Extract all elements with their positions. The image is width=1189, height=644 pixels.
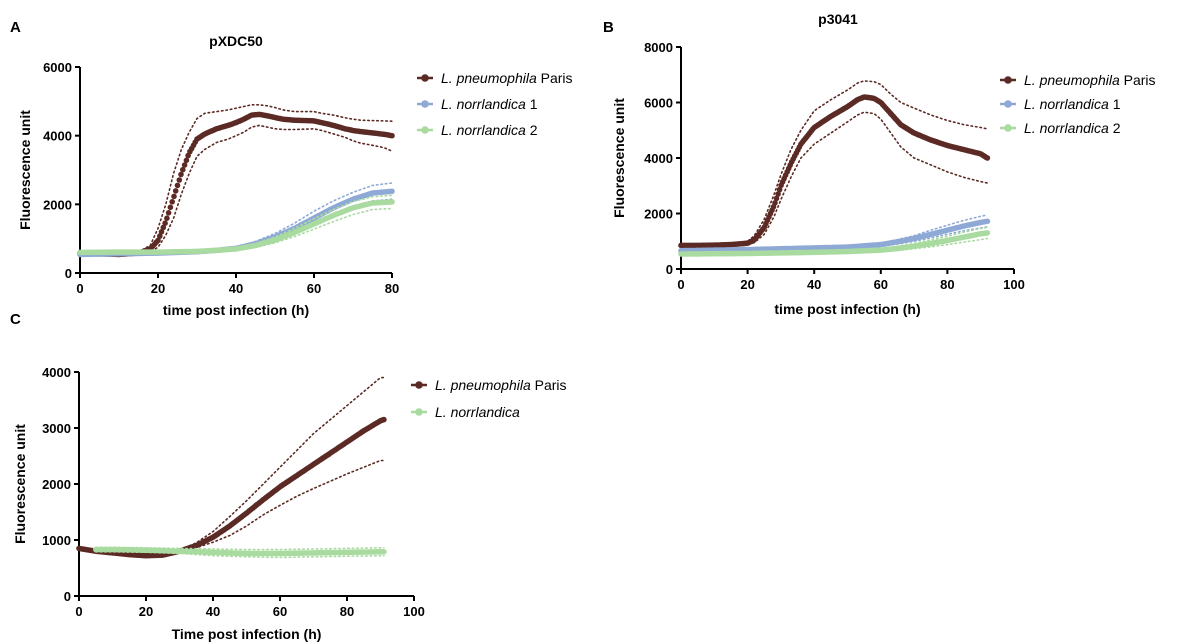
chart-b-series-1-upper-bound bbox=[681, 81, 987, 244]
chart-c-y-tick-label: 2000 bbox=[42, 477, 71, 492]
chart-b-legend-item-2: L. norrlandica 1 bbox=[1000, 96, 1121, 112]
chart-a-x-tick-label: 60 bbox=[307, 281, 321, 296]
chart-a-series-2-point bbox=[389, 189, 395, 195]
chart-c-legend-label: L. pneumophila Paris bbox=[435, 377, 567, 393]
chart-c-legend-marker bbox=[415, 408, 423, 416]
chart-b-legend-label: L. norrlandica 2 bbox=[1024, 120, 1121, 136]
chart-c-y-label: Fluorescence unit bbox=[12, 424, 28, 544]
chart-a-series-2 bbox=[77, 183, 395, 257]
chart-a-series-1-point bbox=[389, 133, 395, 139]
chart-a-series-1-lower-bound bbox=[80, 125, 392, 254]
chart-b-legend-label: L. pneumophila Paris bbox=[1024, 72, 1156, 88]
chart-b-y-tick-label: 2000 bbox=[644, 207, 673, 222]
chart-a-y-label: Fluorescence unit bbox=[17, 110, 33, 230]
chart-c-x-tick-label: 0 bbox=[75, 604, 82, 619]
chart-a: pXDC50 0 20 40 60 80 0 2000 4000 6000 time post in… bbox=[17, 33, 573, 318]
chart-c-x-tick-label: 100 bbox=[403, 604, 425, 619]
chart-b-series-1-point bbox=[985, 155, 991, 161]
chart-c-x-tick-label: 80 bbox=[340, 604, 354, 619]
chart-c-x-label: Time post infection (h) bbox=[172, 626, 322, 642]
chart-a-series-1-point bbox=[164, 215, 170, 221]
chart-c-series-1 bbox=[76, 378, 387, 559]
chart-c-x-tick-label: 20 bbox=[139, 604, 153, 619]
chart-a-legend-marker bbox=[421, 126, 429, 134]
chart-a-series-3-point bbox=[389, 199, 395, 205]
chart-a-x-tick-label: 80 bbox=[385, 281, 399, 296]
chart-b-y-tick-label: 8000 bbox=[644, 40, 673, 55]
chart-a-legend-label: L. pneumophila Paris bbox=[441, 70, 573, 86]
chart-a-legend-marker bbox=[421, 100, 429, 108]
chart-b-legend-marker bbox=[1004, 76, 1012, 84]
chart-b-x-tick-label: 80 bbox=[940, 277, 954, 292]
chart-b-x-tick-label: 100 bbox=[1003, 277, 1025, 292]
chart-b-x-tick-label: 60 bbox=[874, 277, 888, 292]
chart-c-y-tick-label: 3000 bbox=[42, 421, 71, 436]
chart-c-series-2-point bbox=[381, 549, 387, 555]
chart-a-legend-label: L. norrlandica 1 bbox=[441, 96, 538, 112]
chart-a-x-tick-label: 40 bbox=[229, 281, 243, 296]
chart-a-legend-marker bbox=[421, 74, 429, 82]
chart-b-series-2 bbox=[678, 215, 990, 254]
chart-c-x-tick-label: 40 bbox=[206, 604, 220, 619]
chart-a-y-tick-label: 0 bbox=[65, 266, 72, 281]
chart-a-x-label: time post infection (h) bbox=[163, 302, 309, 318]
panel-label-b: B bbox=[603, 19, 614, 36]
chart-b-legend-label: L. norrlandica 1 bbox=[1024, 96, 1121, 112]
chart-a-x-tick-label: 20 bbox=[151, 281, 165, 296]
chart-b-legend-item-3: L. norrlandica 2 bbox=[1000, 120, 1121, 136]
chart-c-y-tick-label: 1000 bbox=[42, 533, 71, 548]
chart-b-y-tick-label: 6000 bbox=[644, 96, 673, 111]
chart-c-legend-item-1: L. pneumophila Paris bbox=[411, 377, 567, 393]
chart-a-series-1-point bbox=[177, 177, 183, 183]
chart-b-x-tick-label: 40 bbox=[807, 277, 821, 292]
chart-c-y-tick-label: 0 bbox=[64, 589, 71, 604]
chart-c-legend-marker bbox=[415, 381, 423, 389]
chart-b-legend-marker bbox=[1004, 100, 1012, 108]
chart-b-y-tick-label: 4000 bbox=[644, 151, 673, 166]
chart-c-series-1-lower-bound bbox=[79, 461, 384, 556]
chart-a-legend-label: L. norrlandica 2 bbox=[441, 122, 538, 138]
chart-c-series-1-point bbox=[381, 417, 387, 423]
chart-b-legend-marker bbox=[1004, 124, 1012, 132]
chart-a-y-tick-label: 2000 bbox=[43, 197, 72, 212]
chart-b-series-2-point bbox=[985, 219, 991, 225]
chart-a-series-1-point bbox=[173, 188, 179, 194]
chart-c-series-1-upper-bound bbox=[79, 378, 384, 556]
chart-b-legend-item-1: L. pneumophila Paris bbox=[1000, 72, 1156, 88]
chart-a-legend-item-2: L. norrlandica 1 bbox=[417, 96, 538, 112]
chart-a-series-1-point bbox=[178, 172, 184, 178]
chart-a-title: pXDC50 bbox=[209, 33, 263, 49]
chart-a-series-1-point bbox=[169, 199, 175, 205]
chart-b-series-3-point bbox=[985, 230, 991, 236]
chart-a-series-1-point bbox=[168, 205, 174, 211]
chart-a-series-2-upper-bound bbox=[80, 183, 392, 254]
chart-b-x-tick-label: 20 bbox=[740, 277, 754, 292]
chart-b-series-1 bbox=[678, 81, 990, 248]
chart-b-y-tick-label: 0 bbox=[666, 262, 673, 277]
chart-b-x-label: time post infection (h) bbox=[774, 301, 920, 317]
chart-c-legend-label: L. norrlandica bbox=[435, 404, 520, 420]
chart-b-x-tick-label: 0 bbox=[677, 277, 684, 292]
chart-b: p3041 0 20 40 60 80 100 0 2000 4000 6000 8000 time p… bbox=[611, 11, 1156, 317]
chart-a-series-1-point bbox=[166, 210, 172, 216]
chart-c-legend-item-2: L. norrlandica bbox=[411, 404, 520, 420]
chart-c-x-tick-label: 60 bbox=[273, 604, 287, 619]
chart-b-title: p3041 bbox=[818, 11, 858, 27]
chart-a-series-1-point bbox=[175, 183, 181, 189]
chart-a-series-1 bbox=[77, 105, 395, 257]
chart-c-y-tick-label: 4000 bbox=[42, 365, 71, 380]
chart-a-legend-item-3: L. norrlandica 2 bbox=[417, 122, 538, 138]
chart-a-x-tick-label: 0 bbox=[76, 281, 83, 296]
chart-a-legend-item-1: L. pneumophila Paris bbox=[417, 70, 573, 86]
panel-label-c: C bbox=[10, 311, 21, 328]
chart-a-series-1-point bbox=[171, 194, 177, 200]
chart-a-series-3 bbox=[77, 195, 395, 255]
panel-label-a: A bbox=[10, 19, 21, 36]
chart-a-y-tick-label: 6000 bbox=[43, 60, 72, 75]
chart-a-y-tick-label: 4000 bbox=[43, 129, 72, 144]
chart-a-series-1-point bbox=[162, 220, 168, 226]
chart-b-y-label: Fluorescence unit bbox=[611, 98, 627, 218]
